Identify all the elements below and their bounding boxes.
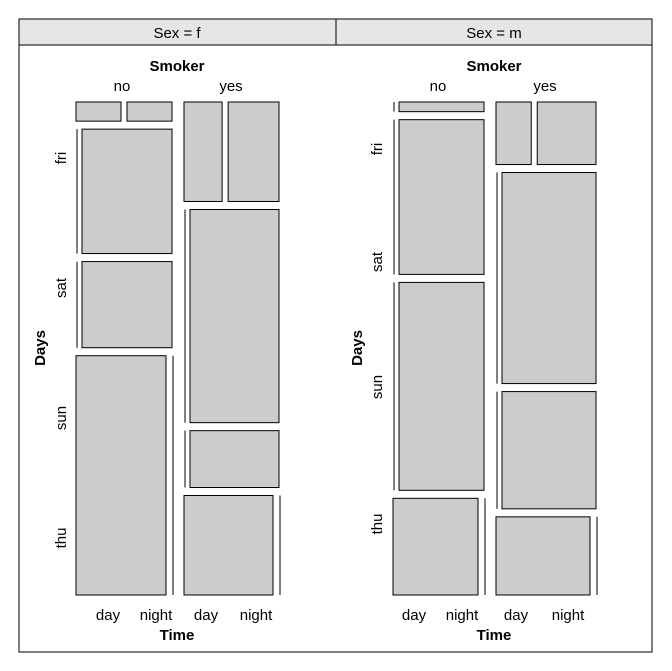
tiles-female bbox=[75, 101, 281, 596]
days-title-female: Days bbox=[32, 330, 49, 366]
day-label-thu-male: thu bbox=[369, 514, 386, 535]
day-label-sun-male: sun bbox=[369, 375, 386, 399]
day-label-fri-female: fri bbox=[53, 152, 70, 165]
day-label-thu-female: thu bbox=[53, 528, 70, 549]
tile-male-no-fri-night bbox=[398, 101, 485, 113]
tiles-male bbox=[392, 101, 598, 596]
smoker-level-yes-female: yes bbox=[219, 78, 242, 95]
days-title-male: Days bbox=[349, 330, 366, 366]
tile-male-no-sat-night bbox=[398, 119, 485, 275]
tile-female-yes-fri-night bbox=[227, 101, 280, 202]
smoker-title-male: Smoker bbox=[466, 58, 521, 75]
panel-male: Sex = m Smoker no yes Days fri sat sun t… bbox=[335, 18, 653, 644]
day-label-sat-male: sat bbox=[369, 251, 386, 272]
strip-female bbox=[18, 18, 337, 46]
day-label-sun-female: sun bbox=[53, 406, 70, 430]
time-label-no-day-female: day bbox=[96, 607, 121, 624]
time-label-yes-night-male: night bbox=[552, 607, 585, 624]
tile-male-no-thu-day bbox=[392, 497, 479, 596]
time-label-no-day-male: day bbox=[402, 607, 427, 624]
time-label-yes-day-male: day bbox=[504, 607, 529, 624]
tile-male-yes-thu-day bbox=[495, 516, 591, 596]
smoker-level-no-male: no bbox=[430, 78, 447, 95]
time-label-no-night-female: night bbox=[140, 607, 173, 624]
tile-female-yes-thu-day bbox=[183, 495, 274, 596]
tile-female-no-thu-day bbox=[75, 355, 167, 596]
tile-female-no-sat-night bbox=[81, 128, 173, 255]
tile-female-no-sun-night bbox=[81, 261, 173, 349]
tile-female-yes-sat-night bbox=[189, 208, 280, 424]
tile-male-yes-sat-night bbox=[501, 172, 597, 385]
tile-female-yes-fri-day bbox=[183, 101, 223, 202]
time-label-yes-night-female: night bbox=[240, 607, 273, 624]
tile-male-yes-fri-night bbox=[536, 101, 597, 166]
day-label-sat-female: sat bbox=[53, 277, 70, 298]
tile-male-yes-fri-day bbox=[495, 101, 532, 166]
smoker-level-no-female: no bbox=[114, 78, 131, 95]
panel-female: Sex = f Smoker no yes Days fri sat sun t… bbox=[18, 18, 337, 644]
strip-label-female: Sex = f bbox=[153, 25, 201, 42]
smoker-level-yes-male: yes bbox=[533, 78, 556, 95]
time-title-male: Time bbox=[477, 627, 512, 644]
time-label-no-night-male: night bbox=[446, 607, 479, 624]
time-label-yes-day-female: day bbox=[194, 607, 219, 624]
tile-female-yes-sun-night bbox=[189, 430, 280, 489]
time-title-female: Time bbox=[160, 627, 195, 644]
tile-male-yes-sun-night bbox=[501, 391, 597, 510]
strip-label-male: Sex = m bbox=[466, 25, 521, 42]
tile-male-no-sun-night bbox=[398, 281, 485, 491]
tile-female-no-fri-day bbox=[75, 101, 122, 122]
tile-female-no-fri-night bbox=[126, 101, 173, 122]
strip-male bbox=[335, 18, 653, 46]
smoker-title-female: Smoker bbox=[149, 58, 204, 75]
day-label-fri-male: fri bbox=[369, 143, 386, 156]
